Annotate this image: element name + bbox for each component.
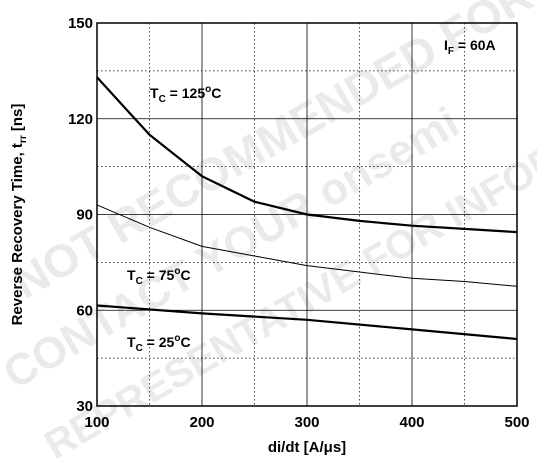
series-label-75c-main: T [127, 267, 136, 283]
x-tick-label: 100 [84, 414, 109, 431]
series-label-25c: TC = 25oC [127, 333, 191, 354]
y-tick-label: 120 [68, 111, 93, 128]
condition-sub: F [448, 46, 454, 57]
tick-labels: 100 200 300 400 500 30 60 90 120 150 [68, 15, 530, 431]
series-label-25c-rest: = 25 [143, 334, 175, 350]
y-axis-label-unit: [ns] [9, 104, 26, 136]
series-label-25c-sub: C [136, 343, 143, 354]
plot-frame [96, 22, 518, 407]
series-label-75c-sub: C [136, 276, 143, 287]
condition-rest: = 60A [454, 37, 496, 53]
series-label-125c-rest: = 125 [166, 85, 206, 101]
y-axis-label: Reverse Recovery Time, trr [ns] [9, 104, 29, 326]
series-label-125c-sub: C [159, 94, 166, 105]
series-line-2 [96, 304, 518, 341]
series-label-125c: TC = 125oC [150, 84, 221, 105]
x-tick-label: 300 [294, 414, 319, 431]
x-tick-label: 200 [189, 414, 214, 431]
series-label-75c-rest: = 75 [143, 267, 175, 283]
x-tick-label: 500 [504, 414, 529, 431]
y-tick-label: 30 [76, 398, 93, 415]
series-label-75c-sup: o [174, 266, 180, 277]
x-axis-label: di/dt [A/μs] [268, 439, 346, 456]
series-label-125c-tail: C [211, 85, 221, 101]
series-layer [96, 76, 518, 341]
series-label-25c-main: T [127, 334, 136, 350]
condition-label: IF = 60A [444, 37, 496, 57]
series-label-125c-main: T [150, 85, 159, 101]
y-tick-label: 150 [68, 15, 93, 32]
condition-main: I [444, 37, 448, 53]
series-label-75c: TC = 75oC [127, 266, 191, 287]
series-label-75c-tail: C [180, 267, 190, 283]
series-label-125c-sup: o [205, 84, 211, 95]
y-tick-label: 90 [76, 207, 93, 224]
series-label-25c-tail: C [180, 334, 190, 350]
x-tick-label: 400 [399, 414, 424, 431]
series-label-25c-sup: o [174, 333, 180, 344]
series-line-1 [96, 204, 518, 287]
y-tick-label: 60 [76, 302, 93, 319]
series-line-0 [96, 76, 518, 234]
y-axis-label-sub: rr [18, 135, 29, 143]
y-axis-label-main: Reverse Recovery Time, t [9, 143, 26, 325]
